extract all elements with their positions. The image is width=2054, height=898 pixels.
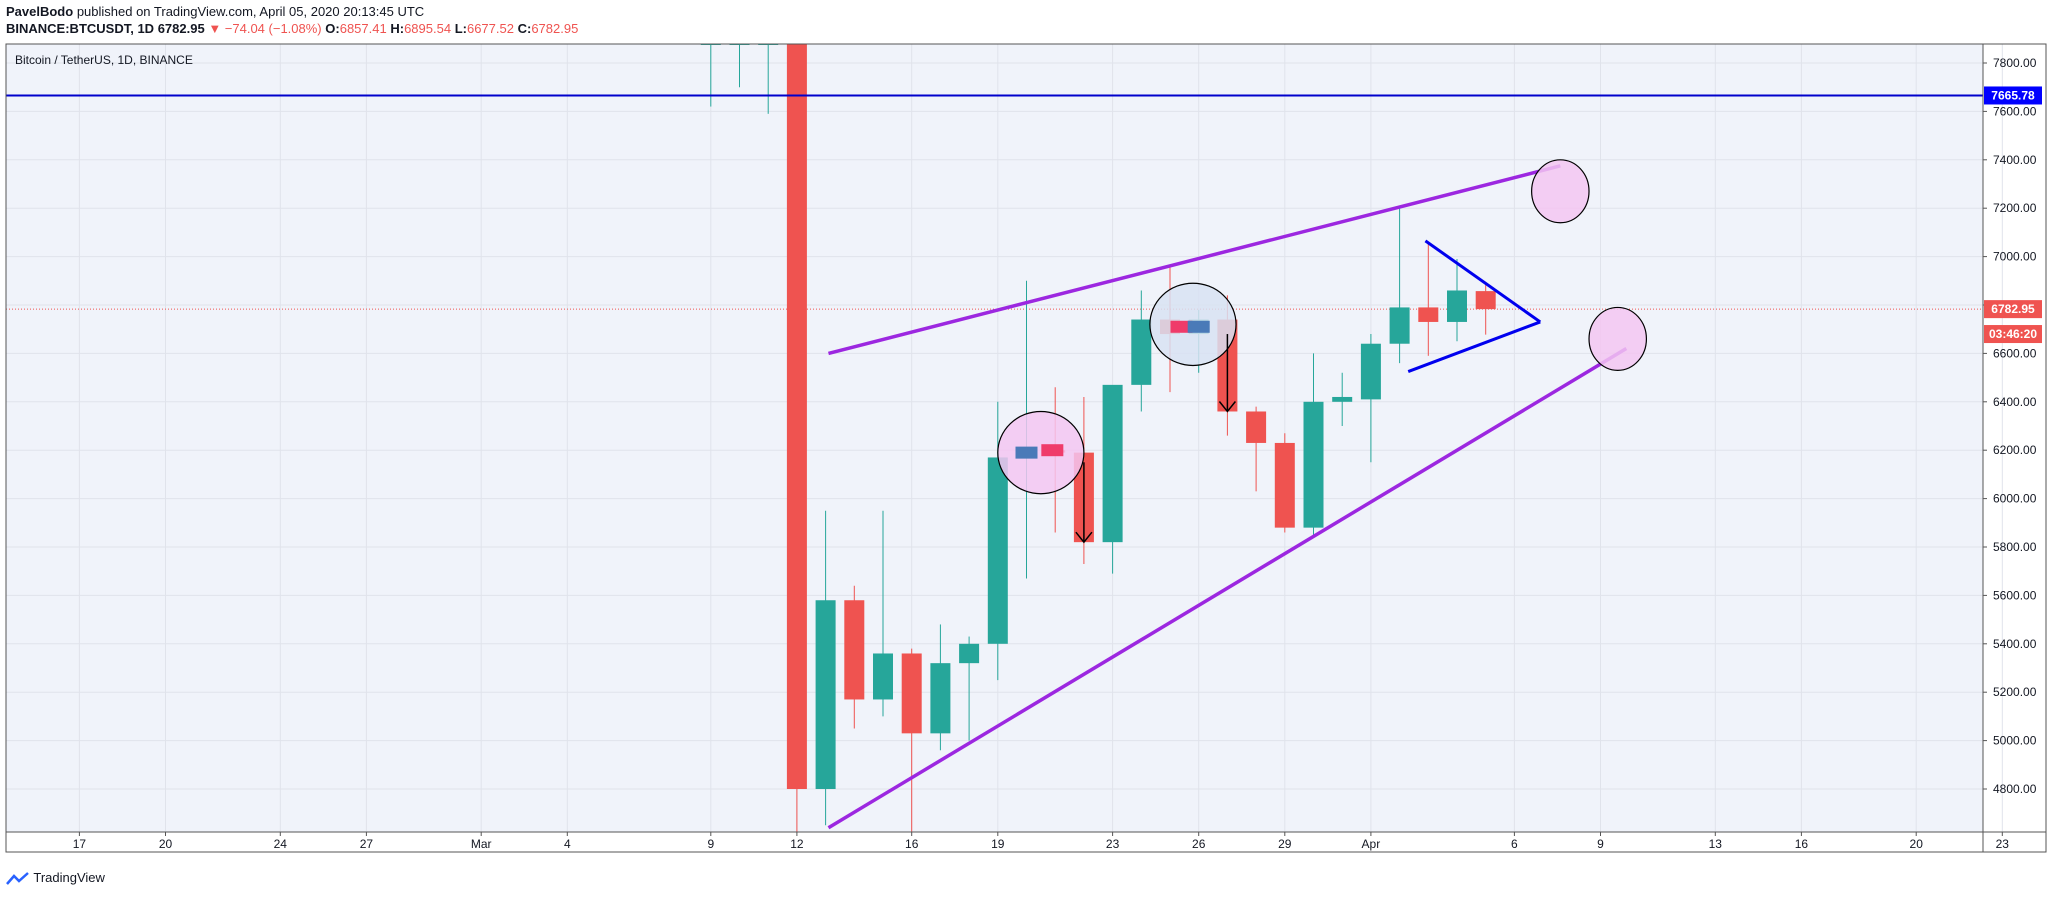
chart-panel[interactable]	[6, 44, 1983, 832]
x-tick-label: 19	[991, 837, 1005, 851]
x-tick-label: 20	[159, 837, 173, 851]
y-tick-label: 4800.00	[1993, 782, 2037, 796]
chart-header: PavelBodo published on TradingView.com, …	[6, 4, 1406, 40]
footer: TradingView	[6, 870, 105, 890]
x-tick-label: Apr	[1362, 837, 1381, 851]
candle-body[interactable]	[1475, 291, 1496, 310]
x-tick-label: 4	[564, 837, 571, 851]
last-price: 6782.95	[157, 21, 205, 36]
x-tick-label: 17	[73, 837, 87, 851]
highlight-ellipse[interactable]	[1588, 306, 1648, 371]
symbol-label: BINANCE:BTCUSDT, 1D	[6, 21, 155, 36]
x-tick-label: 29	[1278, 837, 1292, 851]
down-arrow-head	[1075, 531, 1093, 544]
candle-body[interactable]	[873, 653, 893, 700]
chart-title: Bitcoin / TetherUS, 1D, BINANCE	[15, 53, 193, 67]
low-label: L:	[454, 21, 467, 36]
pennant-upper-trendline[interactable]	[1424, 239, 1542, 324]
y-tick-label: 6600.00	[1993, 346, 2037, 360]
candle-body[interactable]	[786, 44, 807, 789]
open-label: O:	[325, 21, 340, 36]
x-tick-label: 9	[1597, 837, 1604, 851]
price-label-badge	[1984, 300, 2042, 319]
x-tick-label: 26	[1192, 837, 1206, 851]
candle-body[interactable]	[1274, 442, 1295, 528]
y-tick-label: 5200.00	[1993, 685, 2037, 699]
x-tick-label: 23	[1106, 837, 1120, 851]
y-tick-label: 7800.00	[1993, 56, 2037, 70]
x-tick-label: 27	[360, 837, 374, 851]
close-value: 6782.95	[531, 21, 579, 36]
y-tick-label: 6400.00	[1993, 395, 2037, 409]
candle-body[interactable]	[1303, 401, 1324, 528]
ellipse-inner-mark	[1015, 446, 1038, 459]
candle-body[interactable]	[844, 600, 865, 700]
x-tick-label: 9	[707, 837, 714, 851]
x-tick-label: 12	[790, 837, 804, 851]
x-tick-label: Mar	[471, 837, 492, 851]
x-tick-label: 13	[1709, 837, 1723, 851]
ellipse-inner-mark	[1187, 320, 1210, 333]
candle-body[interactable]	[987, 457, 1008, 644]
y-tick-label: 5800.00	[1993, 540, 2037, 554]
publish-line: PavelBodo published on TradingView.com, …	[6, 4, 424, 20]
pennant-lower-trendline[interactable]	[1407, 320, 1541, 373]
candle-body[interactable]	[1332, 396, 1353, 402]
price-label-text: 6782.95	[1991, 302, 2035, 316]
y-tick-label: 7600.00	[1993, 104, 2037, 118]
y-tick-label: 5600.00	[1993, 588, 2037, 602]
tradingview-logo-icon	[6, 871, 29, 885]
candle-body[interactable]	[1360, 343, 1381, 400]
candle-body[interactable]	[959, 643, 980, 664]
close-label: C:	[517, 21, 532, 36]
down-arrow-head	[1218, 401, 1236, 413]
x-tick-label: 24	[274, 837, 288, 851]
author-name[interactable]: PavelBodo	[6, 4, 74, 19]
highlight-ellipse[interactable]	[997, 410, 1085, 495]
price-change: ▼ −74.04 (−1.08%)	[208, 21, 322, 36]
low-value: 6677.52	[466, 21, 514, 36]
y-tick-label: 7200.00	[1993, 201, 2037, 215]
ohlc-line: BINANCE:BTCUSDT, 1D 6782.95 ▼ −74.04 (−1…	[6, 21, 578, 37]
highlight-ellipse[interactable]	[1531, 159, 1590, 224]
price-label-badge	[1984, 86, 2042, 105]
brand-label[interactable]: TradingView	[33, 870, 105, 885]
x-tick-label: 16	[905, 837, 919, 851]
candle-body[interactable]	[1418, 307, 1439, 322]
high-value: 6895.54	[404, 21, 452, 36]
price-label-badge	[1984, 325, 2042, 344]
y-tick-label: 5400.00	[1993, 637, 2037, 651]
price-label-text: 03:46:20	[1989, 327, 2037, 341]
x-tick-label: 23	[1996, 837, 2010, 851]
chart-border	[5, 43, 2047, 853]
ellipse-inner-mark	[1170, 320, 1193, 333]
y-tick-label: 7400.00	[1993, 153, 2037, 167]
candle-body[interactable]	[930, 663, 951, 734]
y-tick-label: 6000.00	[1993, 492, 2037, 506]
candle-body[interactable]	[1246, 411, 1267, 443]
y-tick-label: 7000.00	[1993, 250, 2037, 264]
candle-body[interactable]	[901, 653, 922, 734]
candle-body[interactable]	[1131, 319, 1152, 385]
published-text: published on TradingView.com, April 05, …	[76, 4, 425, 19]
candle-body[interactable]	[1102, 384, 1123, 543]
x-tick-label: 16	[1795, 837, 1809, 851]
open-value: 6857.41	[339, 21, 387, 36]
wedge-lower-trendline[interactable]	[827, 347, 1628, 830]
y-tick-label: 5000.00	[1993, 734, 2037, 748]
y-tick-label: 6200.00	[1993, 443, 2037, 457]
x-tick-label: 20	[1910, 837, 1924, 851]
x-tick-label: 6	[1511, 837, 1518, 851]
candle-body[interactable]	[1447, 290, 1467, 322]
candle-body[interactable]	[815, 600, 836, 789]
candle-body[interactable]	[1389, 307, 1410, 344]
wedge-upper-trendline[interactable]	[828, 164, 1561, 356]
high-label: H:	[390, 21, 405, 36]
ellipse-inner-mark	[1041, 444, 1064, 457]
price-label-text: 7665.78	[1991, 88, 2035, 102]
